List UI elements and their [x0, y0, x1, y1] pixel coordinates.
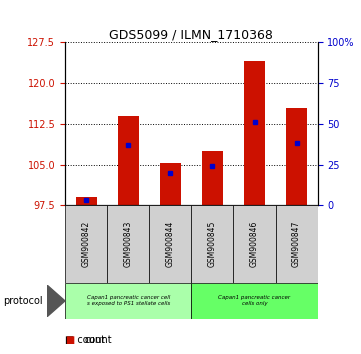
- Text: count: count: [85, 335, 113, 345]
- Bar: [191, 283, 318, 319]
- Bar: [286, 108, 307, 205]
- Title: GDS5099 / ILMN_1710368: GDS5099 / ILMN_1710368: [109, 28, 273, 41]
- Text: GSM900842: GSM900842: [82, 221, 91, 267]
- Bar: [160, 163, 181, 205]
- Bar: [107, 205, 149, 283]
- Text: GSM900845: GSM900845: [208, 221, 217, 268]
- Bar: [191, 205, 234, 283]
- Text: ■ count: ■ count: [65, 335, 105, 345]
- Bar: [118, 116, 139, 205]
- Bar: [202, 151, 223, 205]
- Text: Capan1 pancreatic cancer
cells only: Capan1 pancreatic cancer cells only: [218, 296, 291, 306]
- Bar: [75, 197, 96, 205]
- Bar: [65, 283, 191, 319]
- Text: protocol: protocol: [4, 296, 43, 306]
- Bar: [244, 62, 265, 205]
- Bar: [149, 205, 191, 283]
- Text: ■: ■: [65, 335, 74, 345]
- Bar: [234, 205, 275, 283]
- Bar: [65, 205, 107, 283]
- Polygon shape: [47, 285, 65, 317]
- Bar: [275, 205, 318, 283]
- Text: GSM900846: GSM900846: [250, 221, 259, 268]
- Text: GSM900847: GSM900847: [292, 221, 301, 268]
- Text: Capan1 pancreatic cancer cell
s exposed to PS1 stellate cells: Capan1 pancreatic cancer cell s exposed …: [87, 296, 170, 306]
- Text: GSM900844: GSM900844: [166, 221, 175, 268]
- Text: GSM900843: GSM900843: [124, 221, 132, 268]
